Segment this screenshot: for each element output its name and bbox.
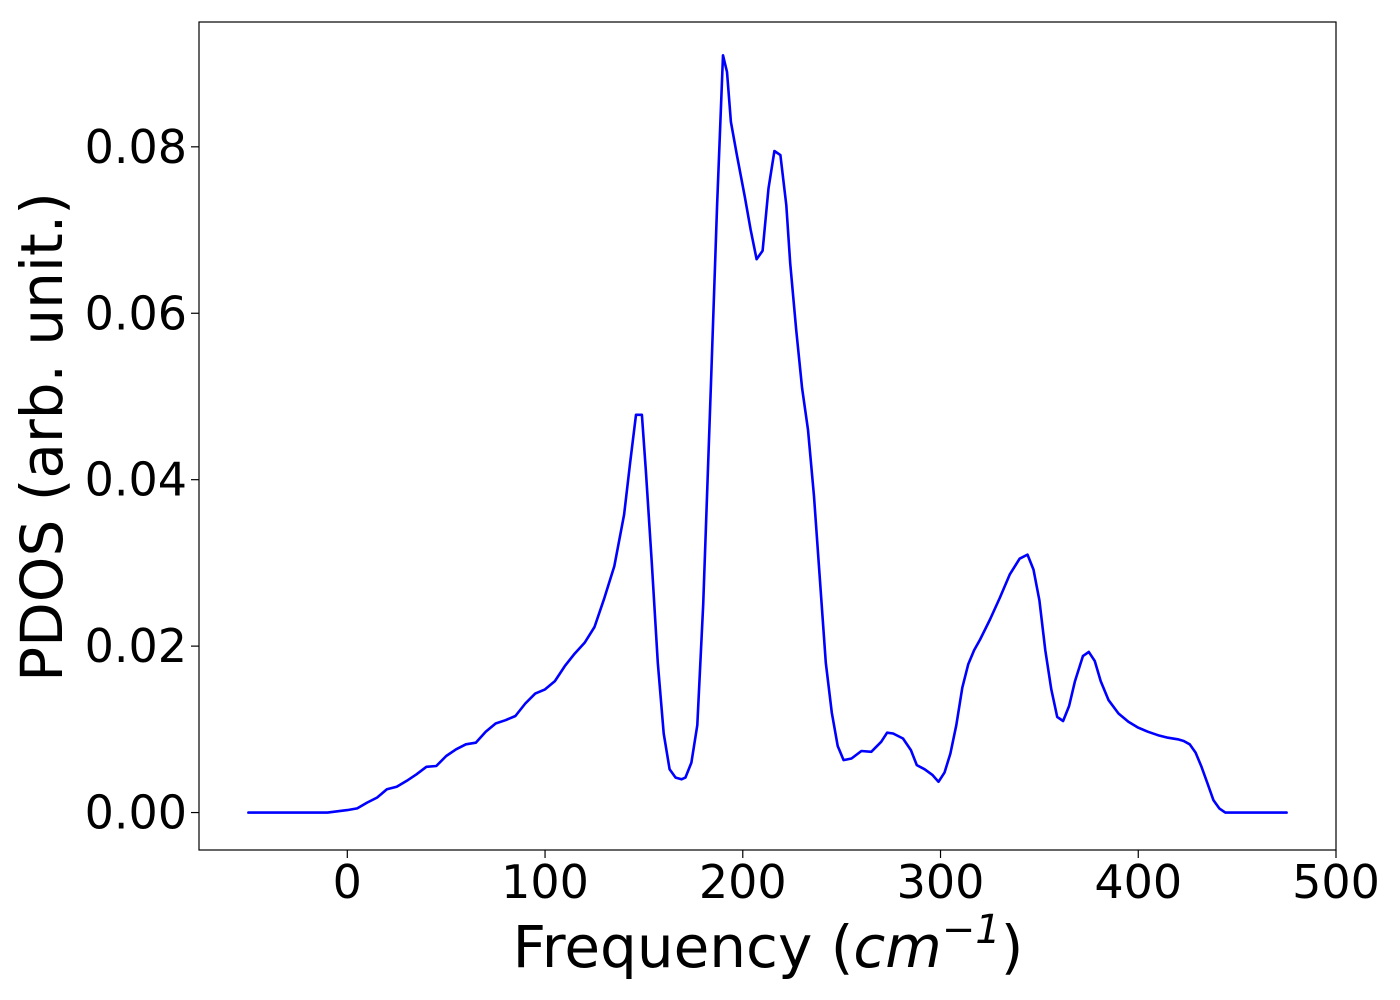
y-tick-label: 0.04 [85,453,187,507]
y-tick-label: 0.06 [85,286,187,340]
x-axis-title: Frequency (cm−1) [513,907,1024,981]
x-tick-label: 400 [1094,855,1182,909]
y-tick-label: 0.00 [85,786,187,840]
x-tick-label: 100 [501,855,589,909]
pdos-series-line [247,53,1288,814]
x-axis-unit-exponent: −1 [942,907,1001,953]
x-axis-ticks: 0 100 200 300 400 500 [333,850,1380,909]
x-tick-label: 200 [699,855,787,909]
y-tick-label: 0.08 [85,120,187,174]
y-tick-label: 0.02 [85,619,187,673]
x-axis-title-text: Frequency [513,913,813,981]
plot-series-group [247,53,1288,814]
x-tick-label: 0 [333,855,362,909]
y-axis-ticks: 0.00 0.02 0.04 0.06 0.08 [85,120,199,840]
x-axis-title-open-paren: ( [812,913,853,981]
plot-area-frame [198,21,1337,851]
x-tick-label: 300 [897,855,985,909]
x-axis-unit: cm [853,913,941,981]
x-axis-title-close-paren: ) [1001,913,1024,981]
x-tick-label: 500 [1292,855,1380,909]
y-axis-title: PDOS (arb. unit.) [8,192,76,682]
